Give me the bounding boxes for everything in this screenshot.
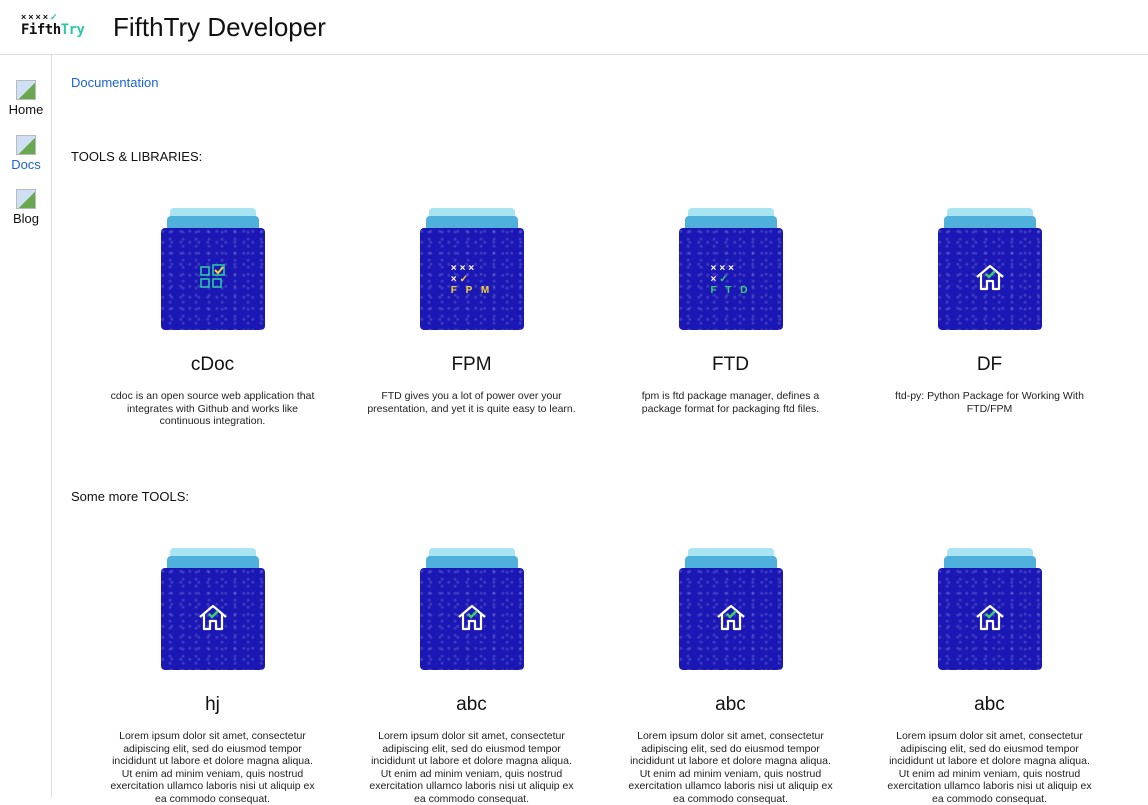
card-thumbnail[interactable] xyxy=(160,208,265,330)
card-title[interactable]: FTD xyxy=(712,354,749,375)
card-description: Lorem ipsum dolor sit amet, consectetur … xyxy=(887,730,1092,805)
tool-card[interactable]: hj Lorem ipsum dolor sit amet, consectetu… xyxy=(83,548,342,805)
card-description: Lorem ipsum dolor sit amet, consectetur … xyxy=(628,730,833,805)
cdoc-grid-icon xyxy=(199,263,226,295)
card-description: Lorem ipsum dolor sit amet, consectetur … xyxy=(110,730,315,805)
tool-card[interactable]: cDoc cdoc is an open source web applicati… xyxy=(83,208,342,428)
sidebar-item-home[interactable]: Home xyxy=(0,80,52,117)
card-title[interactable]: abc xyxy=(456,694,487,715)
site-title: FifthTry Developer xyxy=(113,12,326,42)
card-thumbnail[interactable] xyxy=(160,548,265,670)
tool-card[interactable]: ××× ×✓ F T D FTD fpm is ftd package manager,… xyxy=(601,208,860,415)
card-description: Lorem ipsum dolor sit amet, consectetur … xyxy=(369,730,574,805)
card-title[interactable]: hj xyxy=(205,694,220,715)
card-title[interactable]: cDoc xyxy=(190,354,235,375)
card-thumbnail[interactable]: ××× ×✓ F T D xyxy=(678,208,783,330)
icon-text: F T D xyxy=(710,284,751,296)
fifthtry-logo[interactable]: ××××✓ FifthTry xyxy=(21,12,85,38)
fpm-logo-icon: ××× ×✓ F P M xyxy=(450,262,493,296)
icon-text: F P M xyxy=(450,284,493,296)
card-thumbnail[interactable] xyxy=(937,208,1042,330)
blog-image-icon xyxy=(16,189,36,209)
house-check-icon xyxy=(455,602,489,637)
breadcrumb-documentation[interactable]: Documentation xyxy=(71,75,159,90)
card-title[interactable]: FPM xyxy=(451,354,492,375)
card-description: FTD gives you a lot of power over your p… xyxy=(367,390,576,415)
card-title[interactable]: DF xyxy=(976,354,1003,375)
section-heading: TOOLS & LIBRARIES: xyxy=(71,149,203,164)
card-thumbnail[interactable] xyxy=(678,548,783,670)
house-check-icon xyxy=(196,602,230,637)
card-thumbnail[interactable]: ××× ×✓ F P M xyxy=(419,208,524,330)
tool-card[interactable]: abc Lorem ipsum dolor sit amet, consectet… xyxy=(860,548,1119,805)
house-check-icon xyxy=(973,602,1007,637)
card-title[interactable]: abc xyxy=(974,694,1005,715)
card-description: ftd-py: Python Package for Working With … xyxy=(895,390,1084,415)
tool-card[interactable]: ××× ×✓ F P M FPM FTD gives you a lot of powe… xyxy=(342,208,601,415)
card-title[interactable]: abc xyxy=(715,694,746,715)
tool-card[interactable]: DF ftd-py: Python Package for Working Wit… xyxy=(860,208,1119,415)
card-description: fpm is ftd package manager, defines a pa… xyxy=(641,390,820,415)
sidebar-item-docs[interactable]: Docs xyxy=(0,135,52,172)
house-check-icon xyxy=(973,262,1007,297)
sidebar-item-blog[interactable]: Blog xyxy=(0,189,52,226)
sidebar: Home Docs Blog xyxy=(0,55,52,798)
docs-image-icon xyxy=(16,135,36,155)
tool-card[interactable]: abc Lorem ipsum dolor sit amet, consectet… xyxy=(601,548,860,805)
ftd-logo-icon: ××× ×✓ F T D xyxy=(710,262,751,296)
header: ××××✓ FifthTry FifthTry Developer xyxy=(0,0,1148,55)
tool-card[interactable]: abc Lorem ipsum dolor sit amet, consectet… xyxy=(342,548,601,805)
home-image-icon xyxy=(16,80,36,100)
card-description: cdoc is an open source web application t… xyxy=(110,390,315,427)
section-heading: Some more TOOLS: xyxy=(71,489,190,504)
card-thumbnail[interactable] xyxy=(937,548,1042,670)
house-check-icon xyxy=(714,602,748,637)
card-thumbnail[interactable] xyxy=(419,548,524,670)
